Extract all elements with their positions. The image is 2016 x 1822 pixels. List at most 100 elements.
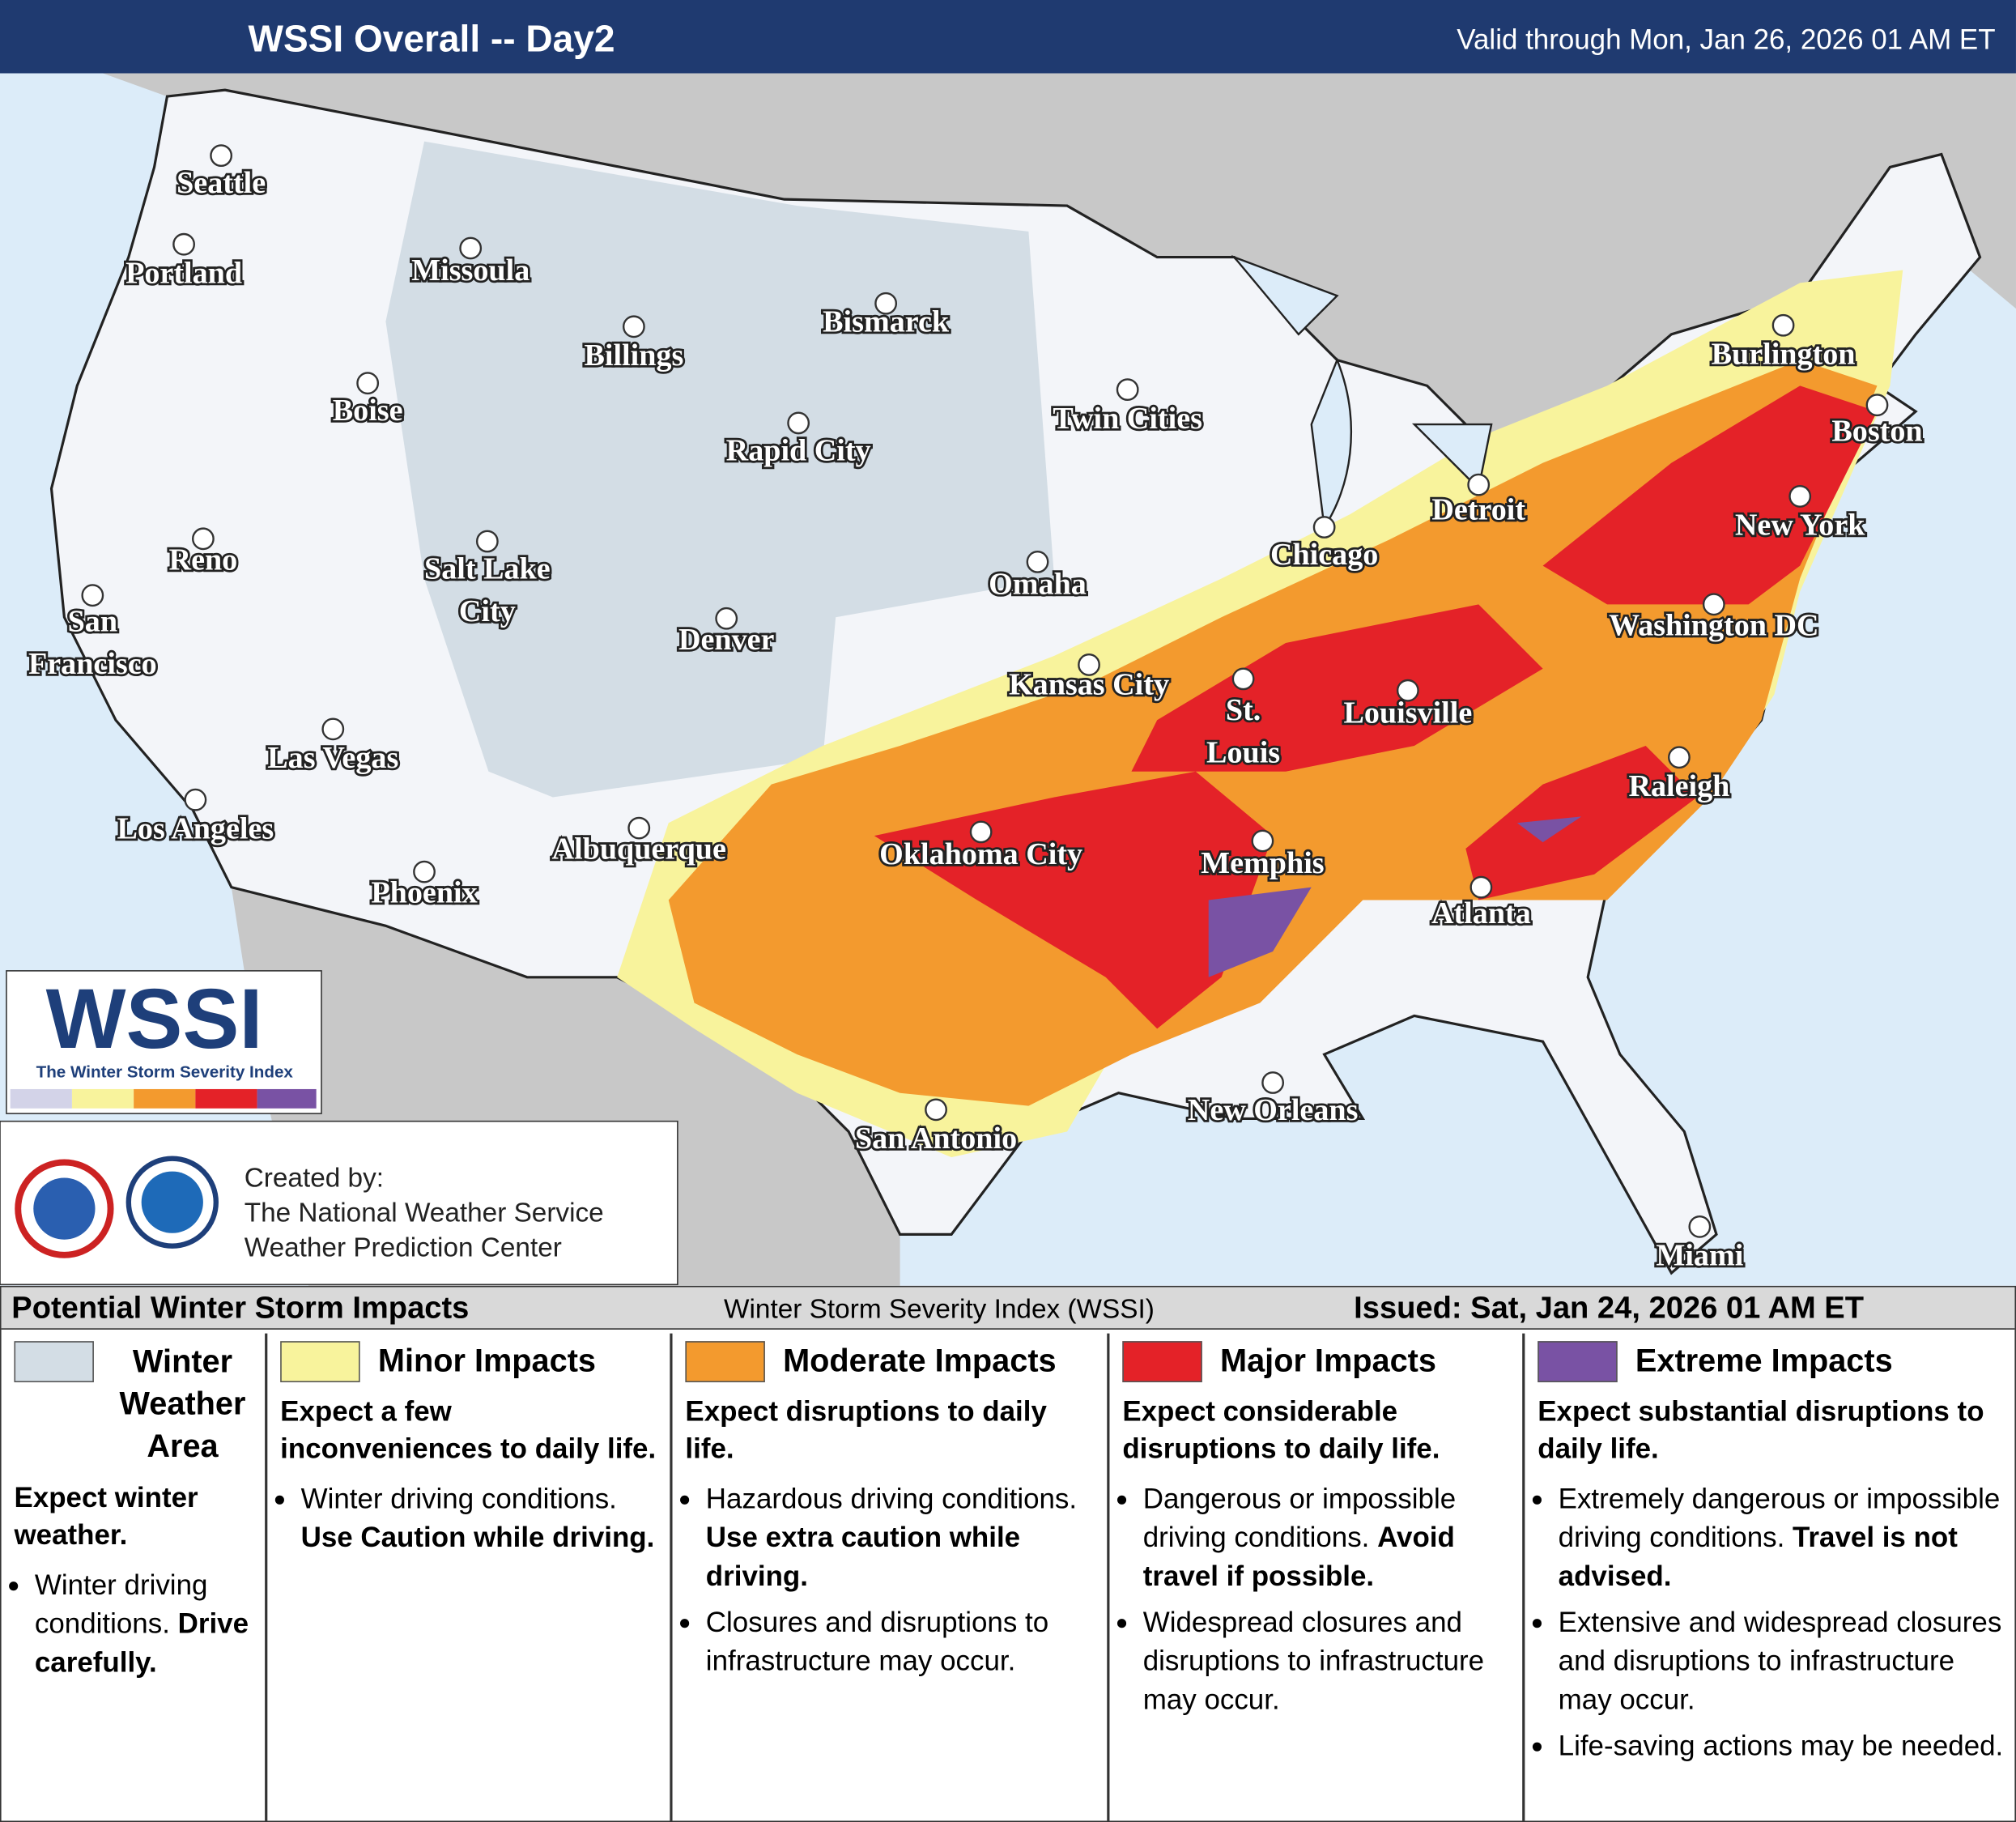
issued-time: Issued: Sat, Jan 24, 2026 01 AM ET bbox=[1354, 1291, 1865, 1326]
city-label: City bbox=[459, 594, 516, 628]
legend-heading: Minor Impacts bbox=[280, 1341, 662, 1382]
map: Seattle Portland Missoula Billings Bismarck B… bbox=[0, 0, 2016, 1286]
city-dot bbox=[172, 232, 195, 256]
city-dot bbox=[715, 607, 738, 630]
city-dot bbox=[1026, 551, 1049, 573]
city-dot bbox=[475, 530, 499, 553]
city-label: Louis bbox=[1206, 736, 1280, 770]
logo-title: WSSI bbox=[46, 972, 263, 1066]
city-label: New Orleans bbox=[1188, 1093, 1359, 1127]
bullet: Dangerous or impossible driving conditio… bbox=[1143, 1480, 1515, 1596]
city-label: Bismarck bbox=[823, 305, 950, 339]
legend-column: Major Impacts Expect considerable disrupt… bbox=[1107, 1333, 1522, 1821]
city-dot bbox=[459, 236, 483, 260]
city-label: Salt Lake bbox=[424, 552, 551, 586]
city-dot bbox=[1312, 516, 1336, 539]
credits-org: The National Weather Service bbox=[245, 1198, 604, 1228]
city-label: Boise bbox=[333, 394, 403, 428]
city-label: Francisco bbox=[28, 647, 157, 681]
swatch bbox=[280, 1341, 360, 1382]
city-label: Omaha bbox=[989, 568, 1087, 602]
city-label: Chicago bbox=[1270, 538, 1378, 572]
city-dot bbox=[1771, 313, 1795, 337]
credits-center: Weather Prediction Center bbox=[245, 1232, 562, 1262]
city-label: Atlanta bbox=[1431, 896, 1531, 930]
city-dot bbox=[1078, 653, 1100, 676]
swatch bbox=[685, 1341, 765, 1382]
city-label: Phoenix bbox=[371, 876, 477, 910]
logo-subtitle: The Winter Storm Severity Index bbox=[36, 1063, 294, 1082]
city-label: Miami bbox=[1656, 1238, 1743, 1272]
bullet-text: Extremely dangerous or impossible drivin… bbox=[1558, 1482, 2001, 1554]
city-dot bbox=[787, 411, 810, 435]
bullet-text: Hazardous driving conditions. bbox=[705, 1482, 1078, 1515]
city-dot bbox=[210, 144, 233, 168]
city-label: Memphis bbox=[1201, 846, 1324, 880]
level-name: Minor Impacts bbox=[377, 1343, 597, 1380]
city-dot bbox=[1231, 667, 1255, 691]
bullet-text: Drive carefully. bbox=[34, 1607, 249, 1679]
legend-column: Moderate Impacts Expect disruptions to da… bbox=[670, 1333, 1107, 1821]
level-headline: Expect disruptions to daily life. bbox=[685, 1394, 1047, 1465]
city-label: Seattle bbox=[177, 166, 266, 200]
city-label: San Antonio bbox=[855, 1122, 1017, 1156]
legend: Potential Winter Storm Impacts Winter St… bbox=[0, 1285, 2016, 1822]
city-dot bbox=[81, 584, 104, 607]
legend-heading: Major Impacts bbox=[1122, 1341, 1514, 1382]
bullet-text: Winter driving conditions. bbox=[34, 1569, 208, 1640]
city-dot bbox=[1116, 378, 1139, 402]
bullet: Widespread closures and disruptions to i… bbox=[1143, 1603, 1515, 1719]
swatch bbox=[1122, 1341, 1202, 1382]
bullet: Extremely dangerous or impossible drivin… bbox=[1559, 1480, 2007, 1596]
bullet-text: Use extra caution while driving. bbox=[705, 1521, 1021, 1592]
bullet: Hazardous driving conditions. Use extra … bbox=[706, 1480, 1099, 1596]
bullet-text: Travel is not advised. bbox=[1558, 1521, 1958, 1592]
bullet-list: Dangerous or impossible driving conditio… bbox=[1122, 1480, 1514, 1719]
level-headline: Expect a few inconveniences to daily lif… bbox=[280, 1394, 657, 1465]
bullet: Winter driving conditions. Drive careful… bbox=[35, 1566, 257, 1682]
bullet-text: Avoid travel if possible. bbox=[1142, 1521, 1455, 1592]
title: WSSI Overall -- Day2 bbox=[248, 18, 615, 60]
city-dot bbox=[184, 788, 207, 811]
city-label: Las Vegas bbox=[267, 741, 398, 775]
level-name: Moderate Impacts bbox=[783, 1343, 1057, 1380]
nws-logo-center bbox=[33, 1177, 96, 1240]
legend-column: Minor Impacts Expect a few inconveniences… bbox=[265, 1333, 670, 1821]
city-dot bbox=[1688, 1215, 1712, 1238]
bullet-text: Winter driving conditions. bbox=[300, 1482, 617, 1515]
city-dot bbox=[1469, 875, 1493, 899]
city-dot bbox=[1788, 485, 1812, 508]
valid-time: Valid through Mon, Jan 26, 2026 01 AM ET bbox=[1457, 23, 1995, 55]
city-label: Billings bbox=[584, 338, 683, 372]
city-dot bbox=[1702, 593, 1725, 616]
city-dot bbox=[1261, 1071, 1285, 1094]
legend-columns: Winter Weather Area Expect winter weather… bbox=[2, 1333, 2015, 1821]
bullet-list: Hazardous driving conditions. Use extra … bbox=[685, 1480, 1099, 1681]
level-name: Extreme Impacts bbox=[1635, 1343, 1893, 1380]
city-label: Oklahoma City bbox=[879, 837, 1082, 871]
header-bar bbox=[0, 0, 2016, 74]
city-label: Missoula bbox=[411, 253, 530, 287]
bullet: Closures and disruptions to infrastructu… bbox=[706, 1603, 1099, 1680]
city-dot bbox=[1865, 394, 1889, 417]
city-label: Boston bbox=[1831, 415, 1922, 449]
legend-heading: Extreme Impacts bbox=[1538, 1341, 2007, 1382]
bullet: Extensive and widespread closures and di… bbox=[1559, 1603, 2007, 1719]
city-label: Denver bbox=[678, 623, 775, 657]
bullet-text: Life-saving actions may be needed. bbox=[1558, 1729, 2004, 1762]
legend-subtitle: Winter Storm Severity Index (WSSI) bbox=[724, 1295, 1155, 1325]
bullet: Life-saving actions may be needed. bbox=[1559, 1727, 2007, 1766]
city-label: Rapid City bbox=[726, 433, 871, 467]
city-label: New York bbox=[1735, 509, 1865, 543]
bullet: Winter driving conditions. Use Caution w… bbox=[301, 1480, 662, 1557]
city-dot bbox=[1467, 473, 1491, 496]
city-dot bbox=[192, 527, 215, 551]
city-dot bbox=[1668, 746, 1691, 769]
major-impacts bbox=[874, 385, 1878, 1029]
city-label: Twin Cities bbox=[1053, 402, 1202, 436]
city-label: Portland bbox=[125, 256, 242, 290]
level-headline: Expect considerable disruptions to daily… bbox=[1122, 1394, 1440, 1465]
noaa-logo-center bbox=[141, 1171, 203, 1233]
legend-bar: Potential Winter Storm Impacts Winter St… bbox=[1, 1287, 2015, 1330]
